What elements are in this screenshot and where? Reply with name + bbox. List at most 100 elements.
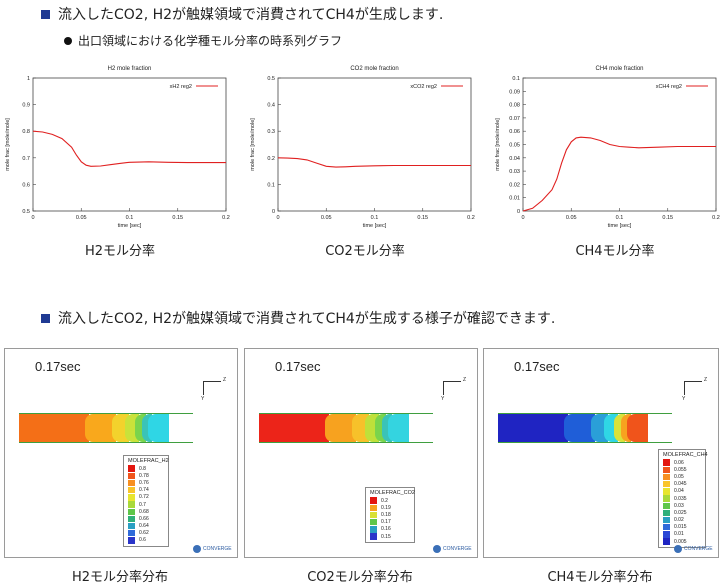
x-tick-label: 0.2 bbox=[712, 215, 720, 221]
legend-row: 0.01 bbox=[659, 531, 705, 538]
co2-chart: CO2 mole fraction 0 0.1 0.2 0.3 0.4 0.5 0 0.05 0.… bbox=[250, 66, 475, 229]
legend-label: xH2 reg2 bbox=[170, 84, 192, 90]
field-band bbox=[141, 414, 153, 442]
legend-value: 0.035 bbox=[674, 495, 687, 502]
field-band bbox=[135, 414, 146, 442]
legend-value: 0.6 bbox=[139, 537, 146, 544]
x-tick-label: 0.1 bbox=[616, 215, 624, 221]
y-tick-label: 0.9 bbox=[22, 103, 30, 109]
h2-panel-caption: H2モル分率分布 bbox=[71, 570, 169, 585]
z-axis-label: Z bbox=[704, 377, 708, 383]
y-tick-label: 0.5 bbox=[22, 209, 30, 215]
legend-swatch bbox=[663, 488, 670, 495]
y-axis-label: mole frac [mole/mole] bbox=[495, 118, 501, 171]
x-tick-label: 0 bbox=[276, 215, 279, 221]
x-tick-label: 0.2 bbox=[467, 215, 475, 221]
legend-swatch bbox=[663, 524, 670, 531]
section2-bullet-icon bbox=[41, 314, 50, 323]
y-tick-label: 1 bbox=[27, 76, 30, 82]
field-band bbox=[590, 414, 609, 442]
legend-swatch bbox=[663, 459, 670, 466]
y-tick-label: 0 bbox=[517, 209, 520, 215]
legend-title: MOLEFRAC_CO2 bbox=[370, 490, 415, 496]
field-band bbox=[375, 414, 386, 442]
legend-swatch bbox=[663, 473, 670, 481]
legend-value: 0.03 bbox=[674, 502, 684, 509]
legend-swatch bbox=[663, 516, 670, 524]
x-tick-label: 0 bbox=[521, 215, 524, 221]
legend-swatch bbox=[128, 486, 135, 494]
x-tick-label: 0.15 bbox=[662, 215, 673, 221]
legend-value: 0.18 bbox=[381, 511, 391, 518]
legend-swatch bbox=[128, 537, 135, 544]
panel-time-label: 0.17sec bbox=[35, 359, 81, 374]
co2-panel-caption: CO2モル分率分布 bbox=[307, 570, 413, 585]
flow-channel bbox=[259, 413, 433, 443]
legend-value: 0.68 bbox=[139, 508, 149, 515]
logo-text: CONVERGE bbox=[203, 546, 232, 552]
legend-swatch bbox=[128, 465, 135, 472]
legend-swatch bbox=[128, 479, 135, 487]
flow-channel bbox=[498, 413, 672, 443]
legend-swatch bbox=[370, 504, 377, 511]
legend-swatch bbox=[663, 538, 670, 545]
legend-row: 0.18 bbox=[366, 511, 414, 519]
x-axis-label: time [sec] bbox=[608, 223, 632, 229]
legend-row: 0.03 bbox=[659, 502, 705, 509]
colorbar-legend: MOLEFRAC_CO2 0.2 0.19 0.18 0.17 0.16 0.15 bbox=[365, 487, 415, 544]
colorbar-legend: MOLEFRAC_CH4 0.06 0.055 0.05 0.045 0.04 0.035 0… bbox=[658, 449, 708, 549]
co2-chart-caption: CO2モル分率 bbox=[325, 244, 405, 259]
co2-contour-panel: 0.17sec Z Y MOLEFRAC_CO2 0.2 0.19 0.18 0.17 0.1… bbox=[244, 348, 478, 558]
legend-value: 0.025 bbox=[674, 509, 687, 516]
section1-title: 流入したCO2, H2が触媒領域で消費されてCH4が生成します. bbox=[58, 7, 444, 23]
field-band bbox=[614, 414, 625, 442]
legend-value: 0.015 bbox=[674, 524, 687, 531]
legend-swatch bbox=[663, 466, 670, 473]
panel-time-label: 0.17sec bbox=[275, 359, 321, 374]
legend-label: xCH4 reg2 bbox=[656, 84, 682, 90]
legend-value: 0.2 bbox=[381, 497, 388, 504]
converge-logo: CONVERGE bbox=[433, 545, 472, 553]
h2-chart: H2 mole fraction 0.5 0.6 0.7 0.8 0.9 1 0 0.05 0.1… bbox=[5, 66, 230, 229]
legend-row: 0.68 bbox=[124, 508, 168, 515]
y-axis-label: Y bbox=[201, 396, 205, 402]
x-tick-label: 0.05 bbox=[566, 215, 577, 221]
legend-swatch bbox=[128, 501, 135, 508]
field-band bbox=[324, 414, 356, 442]
legend-swatch bbox=[370, 526, 377, 533]
legend-value: 0.66 bbox=[139, 515, 149, 522]
legend-swatch bbox=[370, 518, 377, 526]
plot-frame bbox=[32, 77, 227, 212]
ch4-chart: CH4 mole fraction 0 0.01 0.02 0.03 0.04 0.05 0.… bbox=[495, 66, 720, 229]
legend-swatch bbox=[663, 509, 670, 517]
y-tick-label: 0.7 bbox=[22, 156, 30, 162]
legend-swatch bbox=[128, 530, 135, 537]
logo-mark-icon bbox=[433, 545, 441, 553]
y-tick-label: 0.5 bbox=[267, 76, 275, 82]
legend-row: 0.055 bbox=[659, 466, 705, 473]
series-line bbox=[277, 157, 471, 168]
y-tick-label: 0.05 bbox=[509, 143, 520, 149]
legend-swatch bbox=[128, 515, 135, 523]
y-axis-label: mole frac [mole/mole] bbox=[5, 118, 11, 171]
field-band bbox=[381, 414, 393, 442]
legend-row: 0.72 bbox=[124, 494, 168, 501]
series-line bbox=[522, 136, 716, 212]
x-tick-label: 0.05 bbox=[321, 215, 332, 221]
y-tick-label: 0.2 bbox=[267, 156, 275, 162]
field-band bbox=[111, 414, 130, 442]
ch4-chart-caption: CH4モル分率 bbox=[575, 244, 655, 259]
y-tick-label: 0.02 bbox=[509, 182, 520, 188]
chart-title: CH4 mole fraction bbox=[595, 66, 643, 72]
field-band bbox=[259, 414, 329, 442]
y-tick-label: 0.01 bbox=[509, 196, 520, 202]
legend-value: 0.76 bbox=[139, 479, 149, 486]
field-band bbox=[148, 414, 169, 442]
legend-value: 0.01 bbox=[674, 531, 684, 538]
legend-row: 0.06 bbox=[659, 459, 705, 466]
legend-row: 0.05 bbox=[659, 473, 705, 481]
y-tick-label: 0.8 bbox=[22, 129, 30, 135]
y-tick-label: 0 bbox=[272, 209, 275, 215]
legend-swatch bbox=[370, 533, 377, 540]
